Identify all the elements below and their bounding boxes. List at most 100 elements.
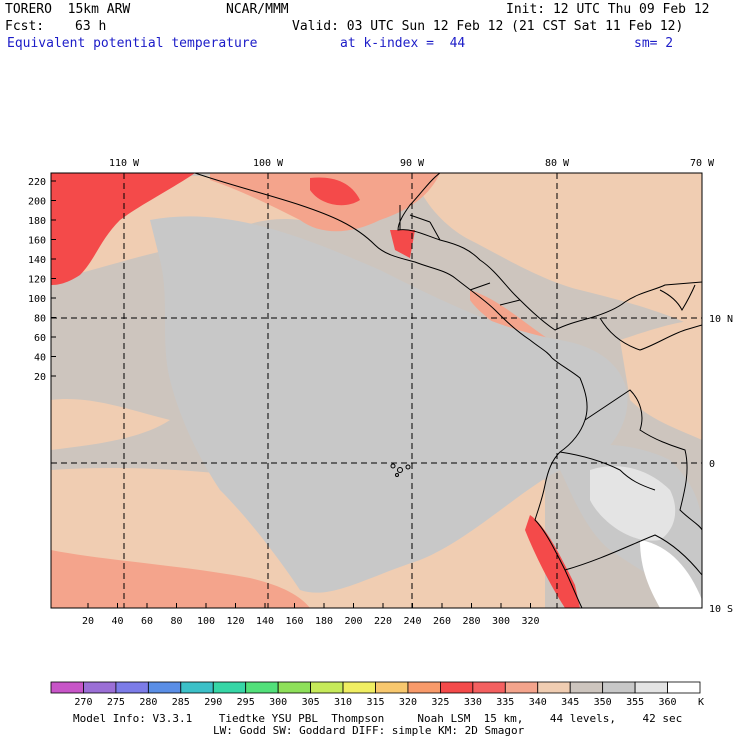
level-index: at k-index = 44 [340,36,466,51]
galapagos-isla-4 [395,473,399,477]
model-info-line2: LW: Godd SW: Goddard DIFF: simple KM: 2D… [213,724,525,737]
colorbar-swatch [212,681,247,694]
lon-label-100w: 100 W [253,158,284,169]
map-frame [50,172,703,609]
colorbar-swatch [147,681,182,694]
valid-time: Valid: 03 UTC Sun 12 Feb 12 (21 CST Sat … [292,19,684,34]
colorbar-label: 325 [431,697,449,708]
colorbar-label: 270 [74,697,92,708]
x-tick-label: 80 [170,616,182,627]
y-tick-label: 100 [28,294,46,305]
colorbar-labels: 270 275 280 285 290 295 300 305 310 315 320 325 330 3… [74,697,676,708]
x-tick-label: 260 [433,616,451,627]
colorbar-label: 310 [334,697,352,708]
y-tick-label: 60 [34,333,46,344]
colorbar-label: 355 [626,697,644,708]
y-tick-label: 80 [34,314,46,325]
field-name: Equivalent potential temperature [7,36,258,51]
lon-labels: 110 W 100 W 90 W 80 W 70 W [109,158,715,169]
center-name: NCAR/MMM [226,2,289,17]
x-index-ticks: 20 40 60 80 100 120 140 160 180 200 220 240 260 280 30… [82,603,540,627]
colorbar [50,681,701,694]
colorbar-label: 300 [269,697,287,708]
galapagos-isla-1 [390,463,396,469]
y-tick-label: 200 [28,197,46,208]
field-cool-equatorial [150,216,628,593]
y-tick-label: 220 [28,177,46,188]
border-central-america [469,282,521,306]
latlon-grid [51,173,702,608]
colorbar-swatch [504,681,539,694]
colorbar-label: 345 [561,697,579,708]
forecast-label: Fcst: [5,19,45,34]
colorbar-label: 320 [399,697,417,708]
coast-pacific-central-america [194,173,553,359]
lat-label-0: 0 [709,459,715,470]
colorbar-label: 340 [529,697,547,708]
forecast-hour: 63 h [75,19,107,34]
colorbar-label: 295 [237,697,255,708]
colorbar-label: 315 [366,697,384,708]
colorbar-swatch [83,681,117,694]
x-tick-label: 140 [256,616,274,627]
colorbar-swatch [180,681,214,694]
lat-label-10n: 10 N [709,314,733,325]
coast-caribbean [397,173,702,331]
x-tick-label: 220 [374,616,392,627]
colorbar-swatch [277,681,311,694]
field-warm-west [51,399,170,450]
y-index-ticks: 220 200 180 160 140 120 100 80 60 40 20 [28,177,56,383]
y-tick-label: 40 [34,353,46,364]
y-tick-label: 160 [28,236,46,247]
lat-label-10s: 10 S [709,604,733,615]
coast-maracaibo [659,284,696,312]
colorbar-swatch [569,681,604,694]
field-hot-peru [525,515,580,608]
lon-label-90w: 90 W [400,158,425,169]
x-tick-label: 200 [344,616,362,627]
x-tick-label: 160 [285,616,303,627]
x-tick-label: 180 [315,616,333,627]
x-tick-label: 20 [82,616,94,627]
colorbar-label: 285 [172,697,190,708]
field-hot-mexico-core [310,177,360,206]
x-tick-label: 60 [141,616,153,627]
x-tick-label: 240 [403,616,421,627]
colorbar-swatch [245,681,279,694]
border-peru-brazil [564,534,702,576]
colorbar-label: 305 [302,697,320,708]
lon-label-80w: 80 W [545,158,570,169]
field-hot-nw [51,173,195,285]
x-tick-label: 280 [462,616,480,627]
x-tick-label: 120 [226,616,244,627]
galapagos-isla-3 [405,464,411,470]
smoothing: sm= 2 [634,36,674,51]
x-tick-label: 40 [111,616,123,627]
colorbar-swatch [375,681,409,694]
colorbar-swatch [537,681,571,694]
colorbar-swatch [667,681,701,694]
lon-label-70w: 70 W [690,158,715,169]
y-tick-label: 120 [28,275,46,286]
colorbar-swatch [342,681,376,694]
model-name: TORERO 15km ARW [5,2,131,17]
lon-label-110w: 110 W [109,158,140,169]
galapagos-isla-2 [397,467,403,473]
colorbar-swatch [115,681,149,694]
y-tick-label: 140 [28,255,46,266]
colorbar-label: 330 [464,697,482,708]
theta-e-field [51,173,702,608]
colorbar-label: 350 [594,697,612,708]
border-colombia-venezuela [599,317,702,351]
colorbar-swatch [50,681,84,694]
colorbar-swatch [634,681,668,694]
x-tick-label: 320 [521,616,539,627]
coastlines [194,173,702,608]
x-tick-label: 100 [197,616,215,627]
colorbar-label: 275 [107,697,125,708]
field-coldest-amazon [590,466,676,541]
model-info-line1: Model Info: V3.3.1 Tiedtke YSU PBL Thomp… [73,712,683,725]
y-tick-label: 20 [34,372,46,383]
init-time: Init: 12 UTC Thu 09 Feb 12 [506,2,710,17]
